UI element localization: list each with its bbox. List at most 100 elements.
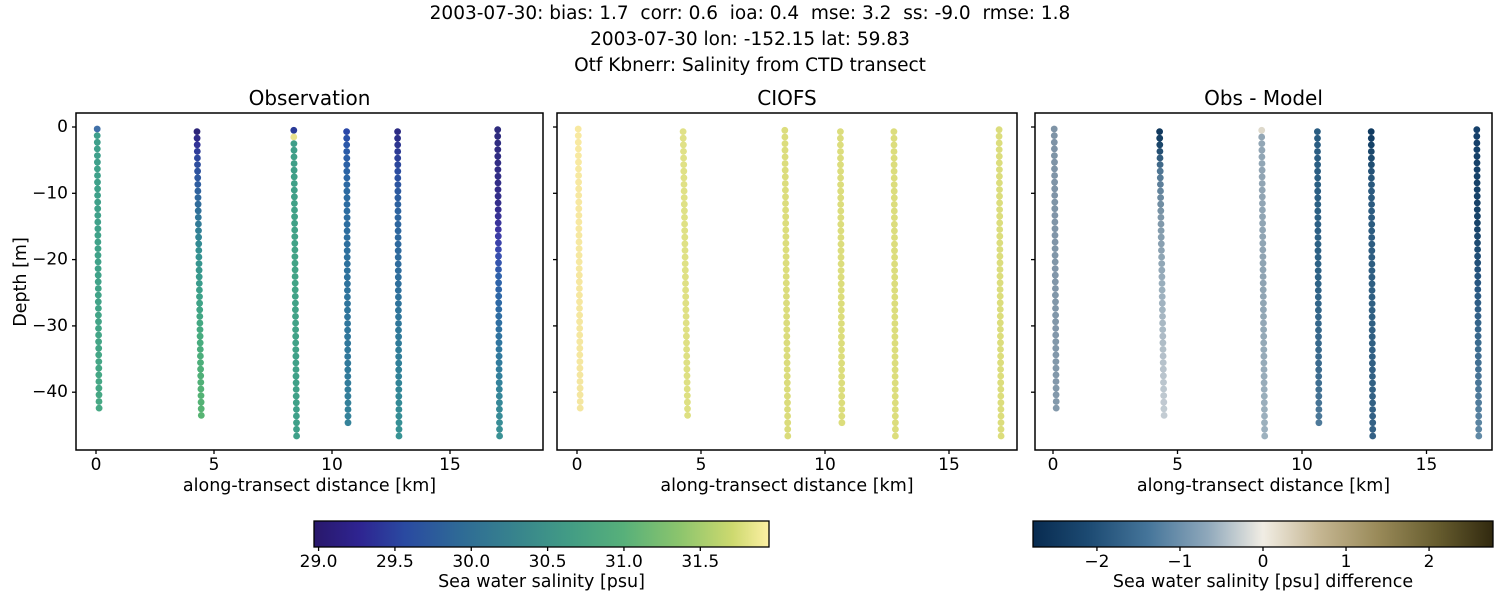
scatter-point (95, 318, 102, 326)
scatter-point (838, 346, 845, 354)
scatter-point (995, 146, 1003, 154)
scatter-point (891, 399, 899, 407)
scatter-point (837, 313, 845, 321)
scatter-point (292, 313, 299, 320)
scatter-point (94, 158, 101, 166)
scatter-point (837, 280, 845, 288)
scatter-point (495, 359, 503, 367)
scatter-point (290, 126, 298, 134)
scatter-point (1314, 287, 1322, 294)
scatter-point (290, 186, 298, 194)
scatter-point (1259, 206, 1266, 214)
scatter-point (838, 419, 846, 427)
scatter-point (1475, 372, 1482, 380)
scatter-point (193, 148, 201, 155)
scatter-point (1368, 247, 1376, 255)
scatter-point (1259, 266, 1267, 274)
scatter-point (995, 132, 1003, 140)
scatter-point (575, 205, 583, 213)
scatter-point (343, 148, 351, 155)
scatter-point (997, 405, 1005, 413)
scatter-point (996, 172, 1003, 180)
scatter-point (1368, 293, 1376, 301)
scatter-point (1473, 126, 1481, 134)
scatter-point (292, 372, 300, 380)
scatter-point (997, 419, 1005, 426)
scatter-point (292, 306, 299, 314)
scatter-point (1314, 148, 1321, 155)
scatter-point (293, 406, 300, 413)
scatter-point (95, 325, 102, 332)
scatter-point (1473, 139, 1481, 147)
scatter-point (891, 386, 899, 393)
scatter-point (1258, 186, 1266, 194)
scatter-point (495, 272, 502, 280)
scatter-point (292, 332, 300, 340)
x-tick-label: 0 (1048, 455, 1059, 475)
scatter-point (195, 247, 203, 254)
scatter-point (782, 239, 790, 247)
scatter-point (576, 344, 584, 352)
scatter-point (576, 285, 583, 292)
scatter-point (291, 266, 299, 274)
scatter-point (196, 332, 204, 340)
scatter-point (395, 425, 403, 433)
scatter-point (1157, 233, 1165, 241)
scatter-point (1368, 353, 1376, 360)
scatter-point (494, 139, 502, 147)
scatter-point (1160, 392, 1168, 399)
scatter-point (494, 166, 502, 174)
scatter-point (95, 384, 103, 392)
scatter-point (1368, 174, 1375, 182)
scatter-point (1052, 331, 1060, 339)
scatter-point (94, 205, 102, 213)
colorbar-tick-label: 31.0 (605, 552, 643, 572)
scatter-point (838, 359, 845, 367)
scatter-point (1474, 332, 1482, 340)
scatter-point (996, 219, 1004, 227)
y-tick-label: −10 (32, 183, 68, 203)
scatter-point (1051, 205, 1059, 213)
scatter-point (495, 379, 503, 387)
colorbar-label-difference: Sea water salinity [psu] difference (1112, 572, 1414, 592)
scatter-point (1158, 280, 1166, 287)
scatter-point (782, 219, 790, 227)
scatter-point (1474, 299, 1482, 307)
scatter-point (683, 372, 691, 380)
scatter-point (575, 258, 583, 266)
scatter-point (892, 425, 899, 433)
scatter-point (1475, 366, 1482, 373)
scatter-point (683, 379, 691, 386)
scatter-point (1314, 253, 1322, 261)
scatter-point (1261, 412, 1268, 420)
scatter-point (1473, 186, 1481, 194)
scatter-point (343, 253, 351, 261)
scatter-point (1314, 300, 1322, 307)
colorbar-label-salinity: Sea water salinity [psu] (438, 572, 645, 592)
scatter-point (682, 286, 689, 294)
scatter-point (93, 125, 101, 133)
scatter-point (781, 166, 789, 174)
scatter-point (1259, 246, 1267, 254)
scatter-point (683, 385, 691, 393)
scatter-point (1051, 225, 1059, 233)
scatter-point (1052, 364, 1060, 372)
scatter-point (290, 133, 298, 141)
scatter-point (1259, 219, 1266, 227)
scatter-point (344, 412, 352, 420)
panel-title-ciofs: CIOFS (757, 86, 817, 110)
scatter-point (395, 306, 402, 314)
scatter-point (1260, 366, 1268, 373)
scatter-point (292, 319, 299, 327)
scatter-point (890, 181, 898, 189)
scatter-point (837, 220, 845, 228)
scatter-point (576, 358, 584, 365)
scatter-point (1051, 178, 1058, 186)
scatter-point (1259, 226, 1266, 234)
colorbar-tick-label: 31.5 (681, 552, 719, 572)
scatter-point (1474, 226, 1481, 233)
scatter-point (996, 286, 1004, 293)
scatter-point (1160, 379, 1167, 386)
scatter-point (576, 384, 584, 392)
scatter-point (1368, 240, 1376, 248)
